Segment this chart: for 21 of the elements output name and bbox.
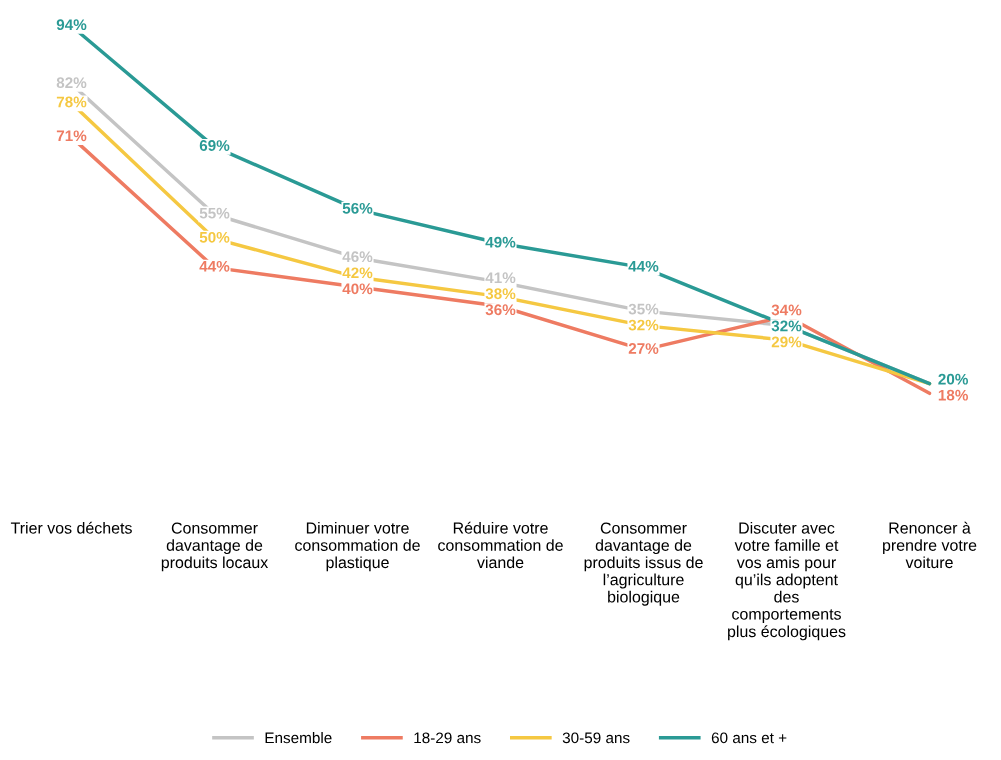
data-label: 18% [938,389,969,401]
data-label: 40% [342,283,373,295]
data-label: 41% [485,272,516,284]
x-tick-label: Consommer davantage de produits issus de l’agriculture biologique [584,522,703,606]
data-label: 34% [771,304,802,316]
x-tick-label: Discuter avec votre famille et vos amis pour qu’ils adoptent des comportements plus écologiques [728,521,846,641]
legend-label: 30-59 ans [562,732,630,744]
data-label: 29% [771,336,802,348]
data-label: 36% [485,304,516,316]
x-tick-label: Trier vos déchets [10,521,132,534]
x-tick-label: Réduire votre consommation de viande [438,521,563,569]
legend-label: 18-29 ans [414,732,481,744]
legend-label: 60 ans et + [711,732,787,744]
x-tick-label: Renoncer à prendre votre voiture [883,521,977,569]
data-label: 32% [771,320,802,332]
data-label: 20% [938,373,969,385]
x-tick-label: Diminuer votre consommation de plastique [295,521,420,572]
x-tick-label: Consommer davantage de produits locaux [161,522,269,572]
legend-label: Ensemble [265,732,332,744]
data-label: 38% [485,288,516,300]
data-label: 42% [342,267,373,279]
